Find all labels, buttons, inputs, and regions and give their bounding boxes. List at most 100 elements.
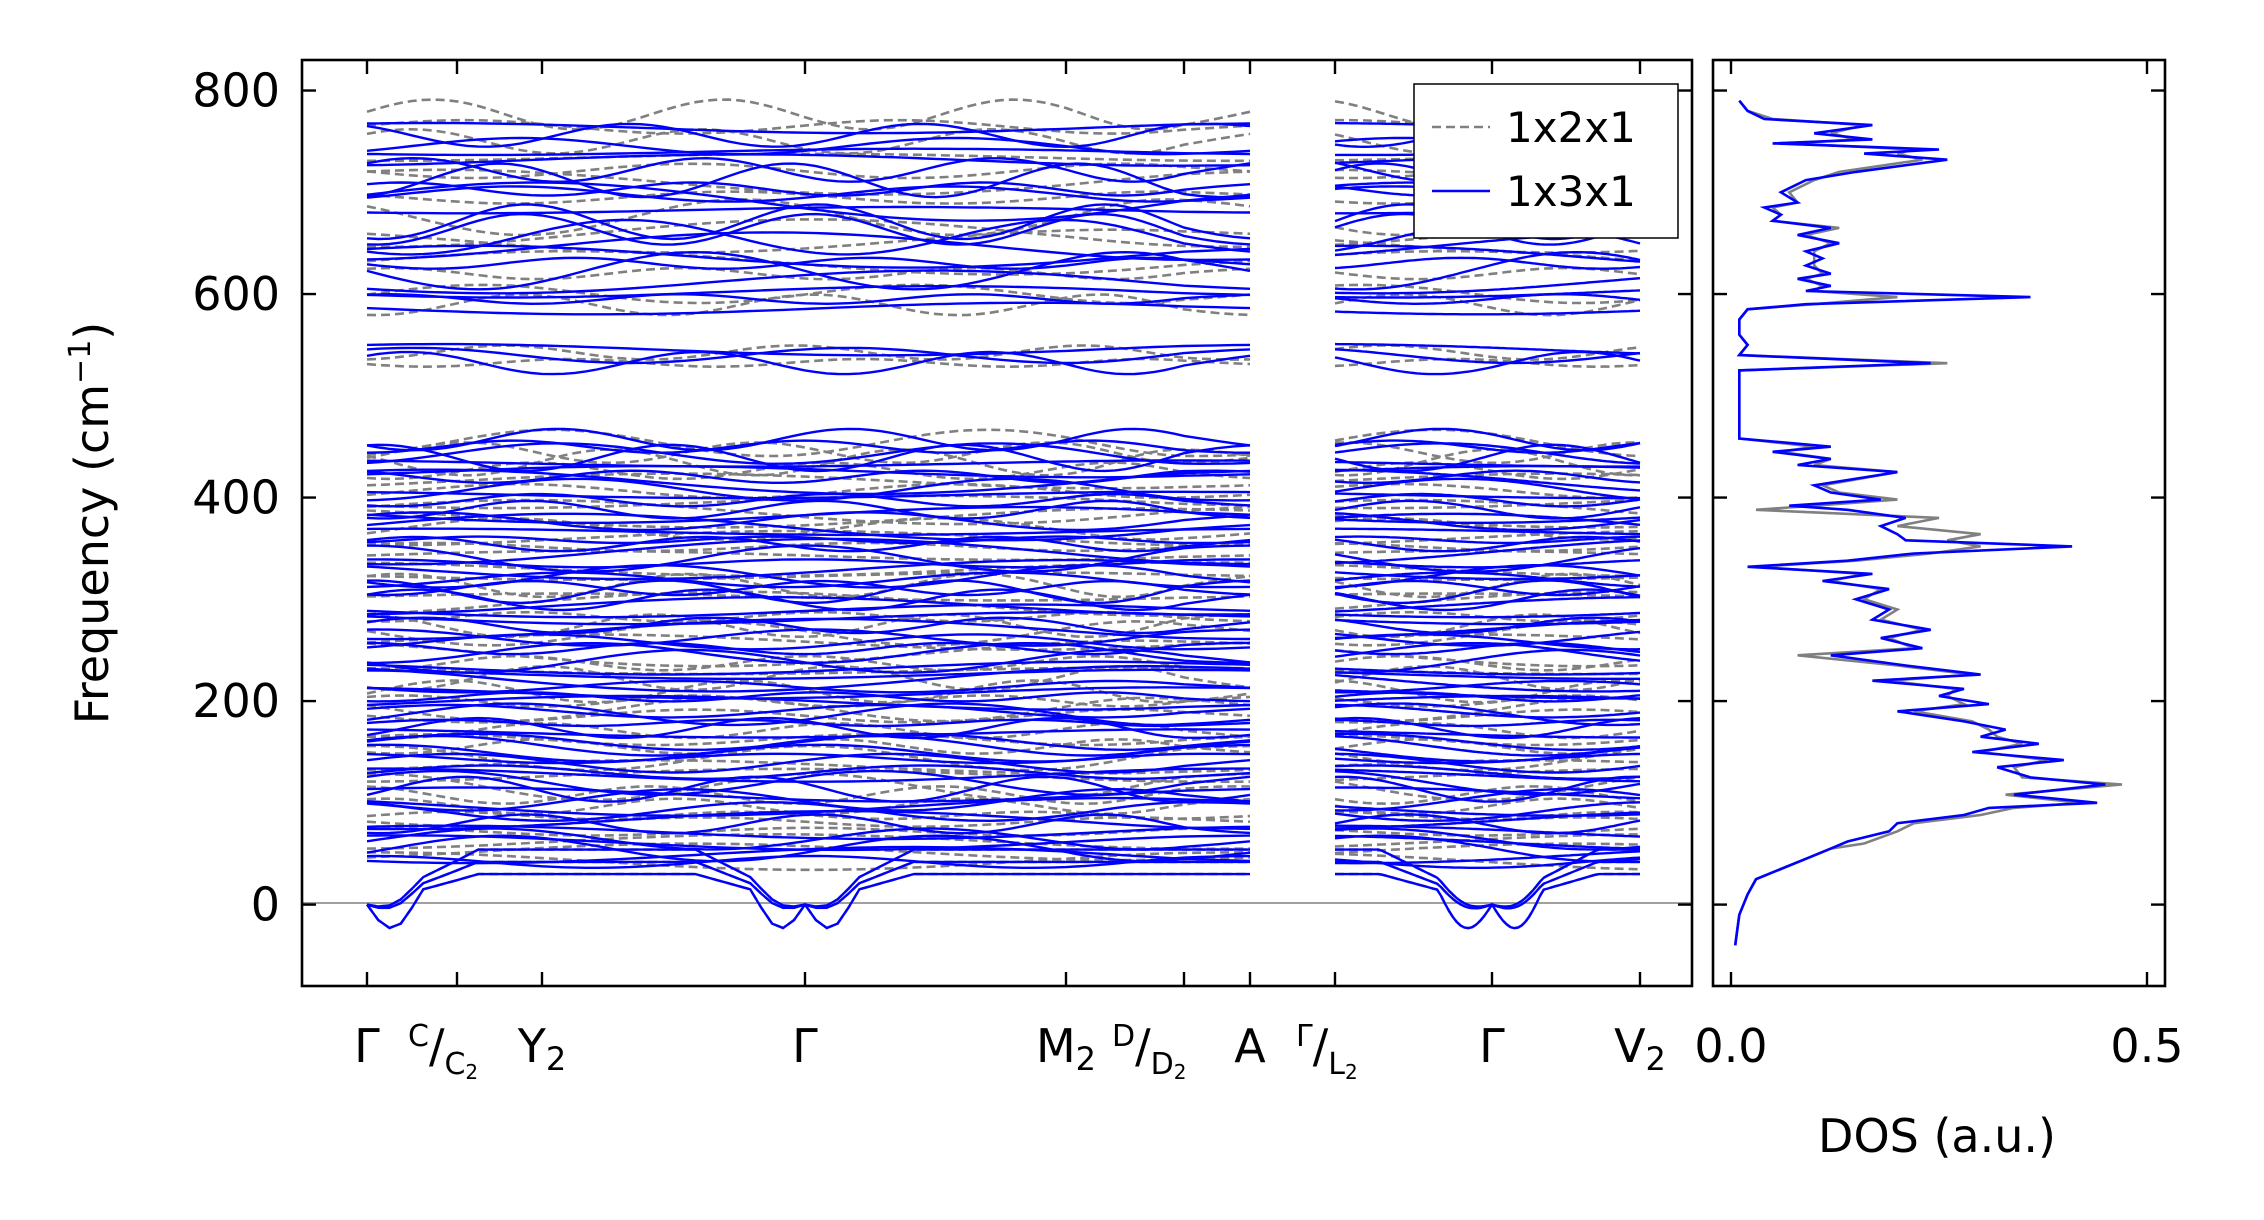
band-branch-1x3x1 bbox=[1334, 642, 1641, 662]
band-branch-1x3x1 bbox=[366, 181, 1251, 197]
band-branch-1x3x1 bbox=[366, 616, 1251, 635]
band-branch-1x3x1 bbox=[1334, 342, 1641, 355]
band-branch-1x3x1 bbox=[366, 512, 1251, 542]
band-branch-1x3x1 bbox=[366, 827, 1251, 851]
band-branch-1x3x1 bbox=[366, 231, 1251, 262]
legend-box bbox=[1413, 83, 1679, 239]
band-branch-1x3x1 bbox=[366, 153, 1251, 167]
band-branch-1x3x1 bbox=[1335, 244, 1641, 263]
band-branch-1x3x1 bbox=[366, 588, 1251, 612]
band-branch-1x3x1 bbox=[1334, 834, 1641, 850]
band-branch-1x3x1 bbox=[1334, 618, 1641, 626]
band-branch-1x3x1 bbox=[366, 203, 1251, 241]
band-branch-1x3x1 bbox=[1334, 309, 1641, 316]
band-branch-1x3x1 bbox=[1334, 348, 1641, 365]
band-branch-1x3x1 bbox=[366, 813, 1251, 835]
band-branch-1x3x1 bbox=[366, 477, 1251, 502]
band-branch-1x3x1 bbox=[366, 342, 1251, 357]
band-branch-1x3x1 bbox=[1334, 673, 1641, 693]
band-branch-1x2x1 bbox=[366, 293, 1251, 317]
band-branch-1x2x1 bbox=[366, 168, 1251, 196]
band-branch-1x3x1 bbox=[1334, 468, 1641, 492]
band-branch-1x3x1 bbox=[1334, 596, 1640, 613]
band-branch-1x3x1 bbox=[366, 505, 1251, 524]
band-branch-1x3x1 bbox=[366, 292, 1251, 306]
band-branch-1x3x1 bbox=[1334, 547, 1641, 573]
band-branch-1x2x1 bbox=[367, 218, 1251, 249]
band-branch-1x2x1 bbox=[366, 665, 1251, 692]
band-branch-1x3x1 bbox=[1334, 630, 1641, 647]
band-branch-1x3x1 bbox=[1334, 801, 1641, 822]
band-branch-1x2x1 bbox=[1334, 852, 1641, 871]
band-branch-1x2x1 bbox=[367, 851, 1251, 872]
band-branch-1x2x1 bbox=[366, 572, 1251, 599]
band-branch-1x3x1 bbox=[1334, 834, 1641, 863]
y-tick-label: 800 bbox=[192, 64, 280, 118]
y-axis-label: Frequency (cm−1) bbox=[63, 322, 119, 725]
band-branch-1x3x1 bbox=[1334, 813, 1641, 835]
acoustic-branch-1x2x1 bbox=[1335, 848, 1640, 908]
band-branch-1x3x1 bbox=[1335, 752, 1641, 774]
band-branch-1x3x1 bbox=[1334, 460, 1640, 468]
band-branch-1x3x1 bbox=[366, 181, 1251, 222]
band-branch-1x3x1 bbox=[1334, 535, 1641, 553]
band-branch-1x3x1 bbox=[366, 752, 1251, 774]
band-branch-1x2x1 bbox=[1334, 679, 1641, 704]
band-branch-1x2x1 bbox=[366, 266, 1251, 281]
band-branch-1x3x1 bbox=[1334, 492, 1641, 500]
band-branch-1x3x1 bbox=[1334, 768, 1641, 783]
band-branch-1x2x1 bbox=[367, 529, 1250, 547]
band-x-ticks bbox=[365, 60, 1642, 986]
kpoint-label-gamma-2: Γ bbox=[792, 1019, 818, 1073]
band-branch-1x2x1 bbox=[366, 561, 1251, 578]
band-branch-1x3x1 bbox=[1334, 729, 1640, 739]
kpoint-label-a: A bbox=[1234, 1019, 1266, 1073]
band-branch-1x3x1 bbox=[1334, 277, 1641, 295]
band-branch-1x3x1 bbox=[1334, 251, 1641, 291]
band-branch-1x3x1 bbox=[366, 443, 1251, 473]
band-branch-1x3x1 bbox=[366, 732, 1251, 752]
high-symmetry-labels: Γ C/C2 Y2 Γ M2 D/D2 A Γ/L2 Γ V2 bbox=[354, 1019, 1666, 1084]
band-branch-1x3x1 bbox=[1334, 499, 1641, 520]
dos-axes-frame bbox=[1711, 58, 2167, 988]
kpoint-label-gamma-1: Γ bbox=[354, 1019, 380, 1073]
band-branch-1x3x1 bbox=[1334, 764, 1641, 780]
band-branch-1x2x1 bbox=[366, 441, 1251, 465]
kpoint-label-c-c2: C/C2 bbox=[408, 1019, 478, 1084]
dos-x-axis-label: DOS (a.u.) bbox=[1818, 1109, 2056, 1163]
band-branch-1x3x1 bbox=[366, 834, 1251, 863]
acoustic-branch-1x2x1 bbox=[1335, 872, 1640, 930]
band-branch-1x3x1 bbox=[366, 854, 1251, 869]
acoustic-branch-1x3x1 bbox=[1335, 872, 1640, 930]
band-branch-1x3x1 bbox=[366, 702, 1251, 727]
band-branch-1x2x1 bbox=[1334, 797, 1641, 816]
band-branch-1x3x1 bbox=[1334, 735, 1641, 757]
band-branch-1x2x1 bbox=[366, 833, 1251, 851]
band-branch-1x3x1 bbox=[366, 801, 1251, 823]
y-tick-label: 0 bbox=[251, 878, 280, 932]
y-tick-label: 600 bbox=[192, 267, 280, 321]
band-branch-1x3x1 bbox=[1334, 827, 1641, 851]
acoustic-branch-1x3x1 bbox=[366, 872, 1250, 930]
band-branch-1x3x1 bbox=[366, 558, 1251, 581]
band-branch-1x2x1 bbox=[366, 357, 1251, 369]
band-branch-1x3x1 bbox=[366, 728, 1251, 739]
y-tick-label: 400 bbox=[192, 471, 280, 525]
band-branch-1x3x1 bbox=[366, 527, 1251, 537]
acoustic-branch-1x2x1 bbox=[366, 848, 1250, 908]
band-branch-1x2x1 bbox=[1335, 542, 1641, 553]
band-branch-1x2x1 bbox=[366, 722, 1251, 740]
band-branch-1x2x1 bbox=[366, 98, 1251, 131]
band-branch-1x3x1 bbox=[366, 769, 1251, 796]
band-branch-1x3x1 bbox=[366, 490, 1251, 500]
band-branch-1x3x1 bbox=[1334, 539, 1641, 565]
band-branch-1x3x1 bbox=[366, 269, 1251, 295]
band-branch-1x3x1 bbox=[1334, 516, 1641, 524]
band-branch-1x3x1 bbox=[1334, 718, 1641, 728]
band-branch-1x2x1 bbox=[1335, 592, 1641, 598]
y-tick-label: 200 bbox=[192, 674, 280, 728]
band-branch-1x3x1 bbox=[1334, 648, 1641, 674]
band-axes-frame bbox=[300, 58, 1694, 988]
dos-x-tick-label: 0.5 bbox=[2110, 1019, 2183, 1073]
kpoint-label-m2: M2 bbox=[1036, 1019, 1096, 1078]
